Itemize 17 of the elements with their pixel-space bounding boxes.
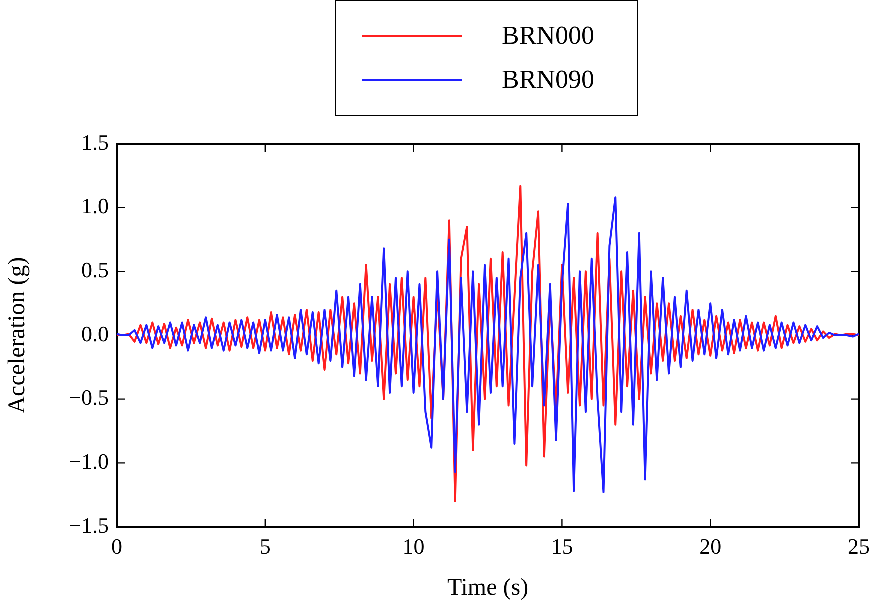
x-tick-label: 5 <box>260 534 271 559</box>
y-tick-label: −0.5 <box>69 385 109 410</box>
y-tick-label: 1.5 <box>82 130 109 155</box>
x-tick-label: 0 <box>112 534 122 559</box>
x-axis-title: Time (s) <box>447 574 529 601</box>
legend-label: BRN000 <box>502 21 594 51</box>
x-tick-label: 20 <box>700 534 722 559</box>
y-axis-title: Acceleration (g) <box>4 257 31 414</box>
legend-label: BRN090 <box>502 65 594 95</box>
y-tick-label: 0.0 <box>82 321 109 346</box>
y-tick-label: 0.5 <box>82 257 109 282</box>
x-tick-label: 25 <box>848 534 870 559</box>
y-tick-label: −1.0 <box>69 448 109 474</box>
x-tick-label: 15 <box>551 534 574 559</box>
y-tick-label: 1.0 <box>82 194 109 219</box>
x-tick-label: 10 <box>402 534 425 559</box>
y-tick-label: −1.5 <box>69 512 109 538</box>
